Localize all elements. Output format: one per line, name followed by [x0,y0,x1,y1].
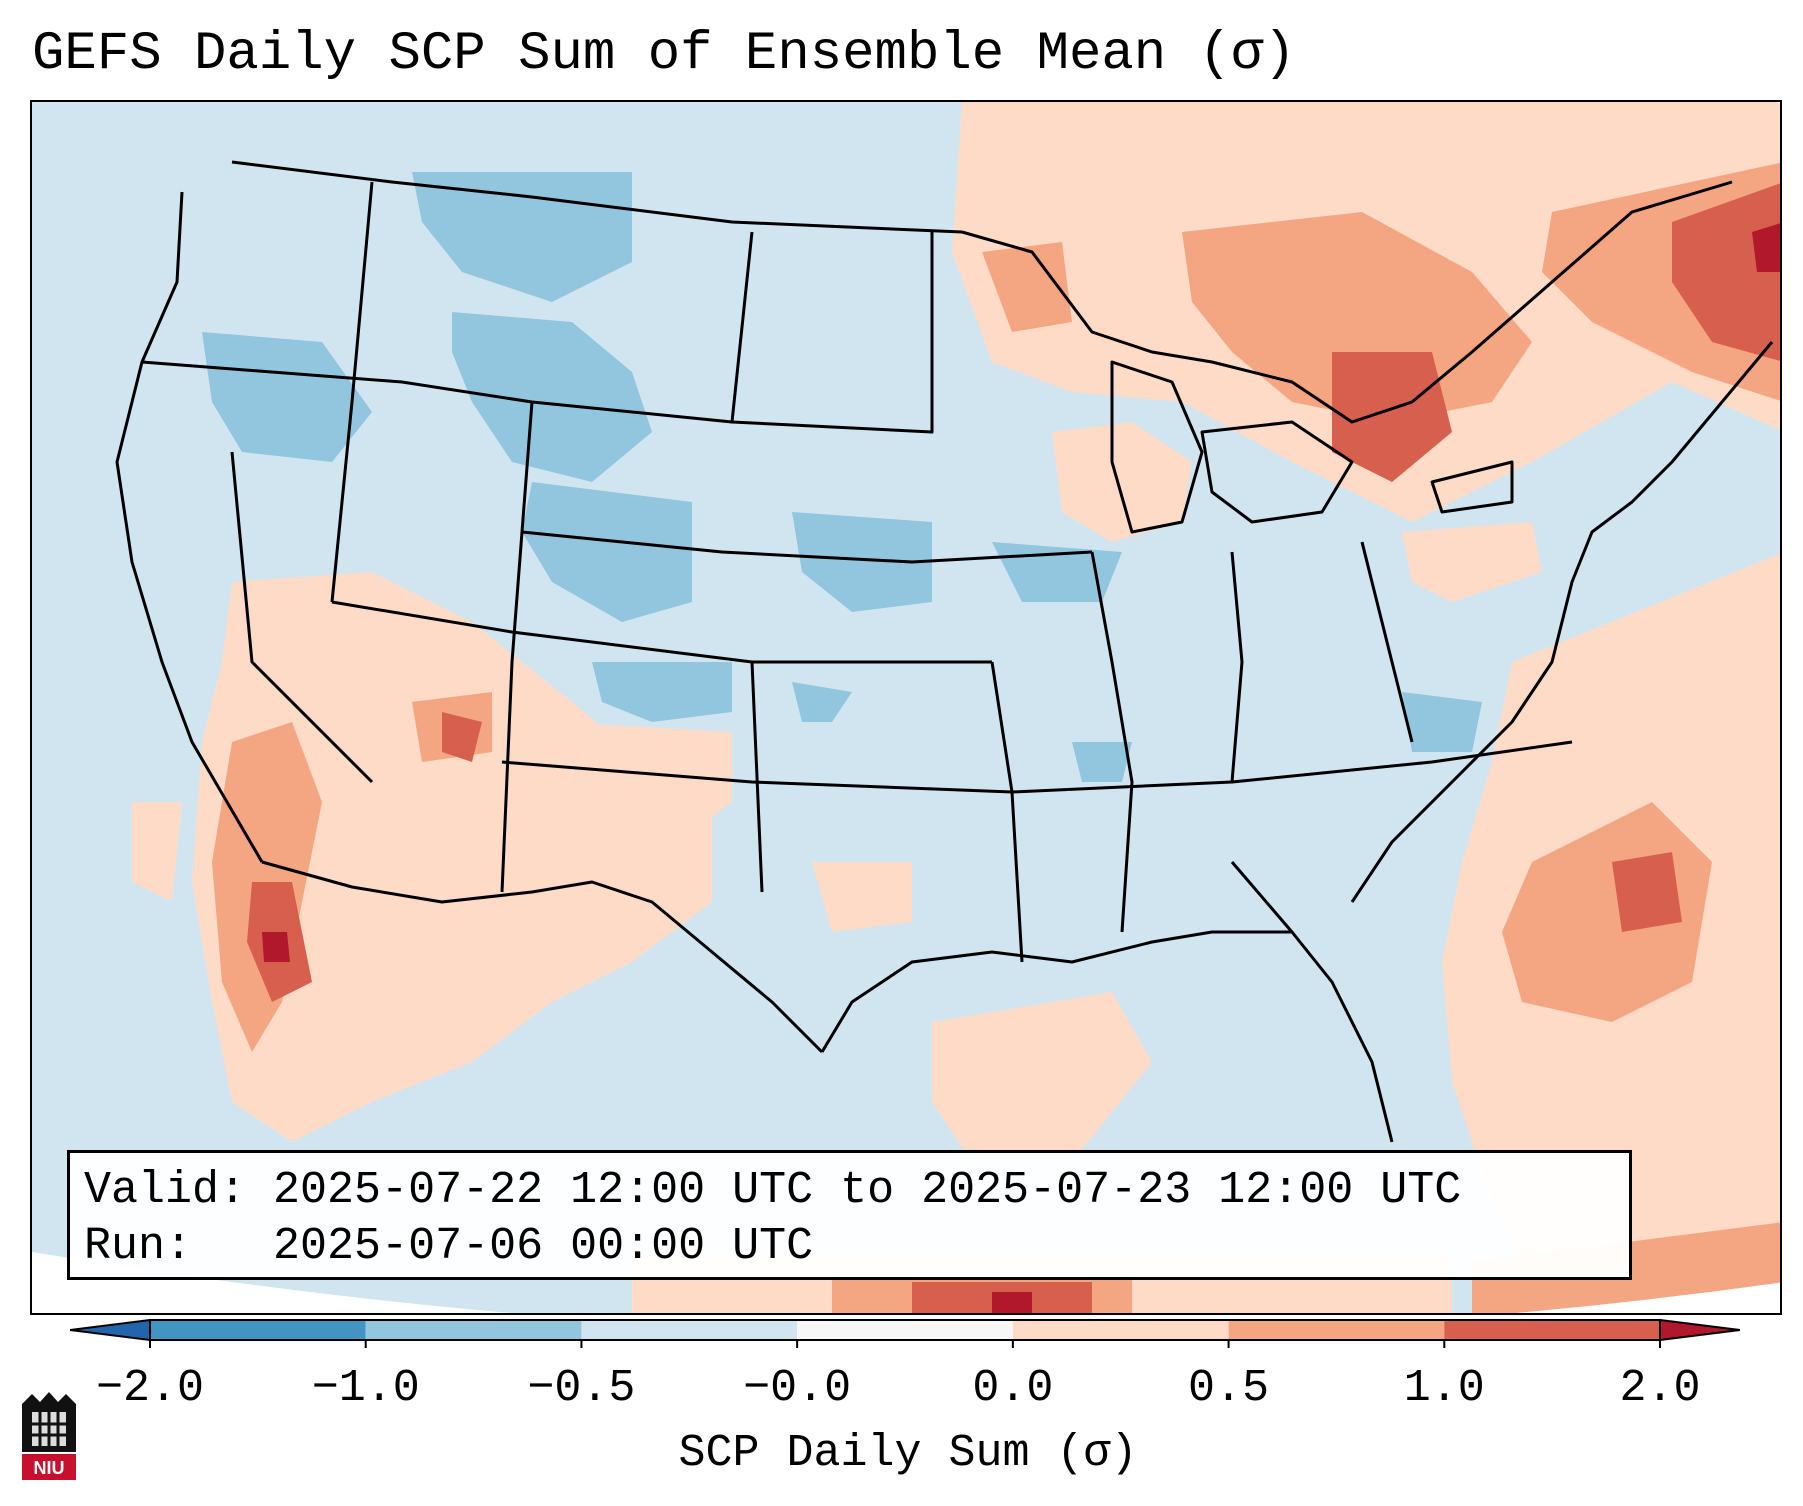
anomaly-field [32,102,1780,1313]
colorbar-segment [1012,1320,1229,1340]
colorbar-segments [70,1318,1740,1342]
colorbar-tick-label: 2.0 [1619,1363,1701,1414]
colorbar-tick-label: −0.0 [743,1363,852,1414]
map-svg [32,102,1780,1313]
colorbar-tick-label: −2.0 [95,1363,205,1414]
map-title: GEFS Daily SCP Sum of Ensemble Mean (σ) [32,24,1296,85]
colorbar-tick-label: 0.5 [1188,1363,1270,1414]
colorbar-ticks [149,1340,1661,1348]
colorbar-extend-low [70,1318,151,1342]
valid-run-info-box: Valid: 2025-07-22 12:00 UTC to 2025-07-2… [67,1150,1632,1280]
colorbar [70,1318,1740,1348]
negative-anomaly-cells [202,172,1482,782]
colorbar-tick-label: −1.0 [311,1363,420,1414]
colorbar-tick-label: 0.0 [972,1363,1054,1414]
colorbar-tick-label: −0.5 [527,1363,636,1414]
valid-label: Valid: [84,1165,247,1216]
colorbar-segment [365,1320,582,1340]
very-strong-positive-cells [262,222,1780,1313]
valid-value: 2025-07-22 12:00 UTC to 2025-07-23 12:00… [273,1165,1462,1216]
niu-logo: NIU [22,1392,76,1480]
state-borders [115,160,1774,1143]
colorbar-segment [1444,1320,1660,1340]
run-value: 2025-07-06 00:00 UTC [273,1221,814,1272]
colorbar-segment [581,1320,798,1340]
colorbar-segment [150,1320,366,1340]
niu-logo-text: NIU [34,1458,65,1478]
colorbar-tick-label: 1.0 [1403,1363,1485,1414]
colorbar-outline [149,1319,1661,1341]
colorbar-segment [1228,1320,1445,1340]
colorbar-segment [797,1320,1013,1340]
colorbar-extend-high [1659,1318,1740,1342]
run-label: Run: [84,1221,193,1272]
map-panel [30,100,1782,1315]
colorbar-label: SCP Daily Sum (σ) [678,1428,1138,1479]
